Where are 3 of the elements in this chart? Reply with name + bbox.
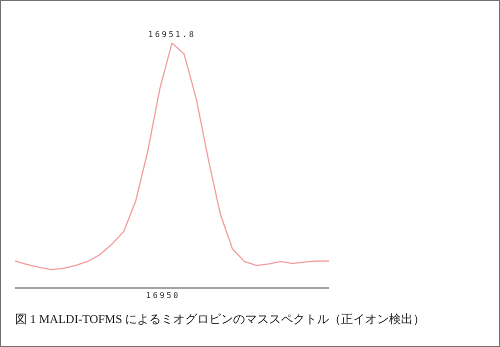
annotation: 16951.8 — [148, 30, 196, 39]
text: 16950 — [146, 291, 180, 300]
caption: 図 1 MALDI-TOFMS によるミオグロビンのマススペクトル（正イオン検出） — [15, 311, 426, 328]
